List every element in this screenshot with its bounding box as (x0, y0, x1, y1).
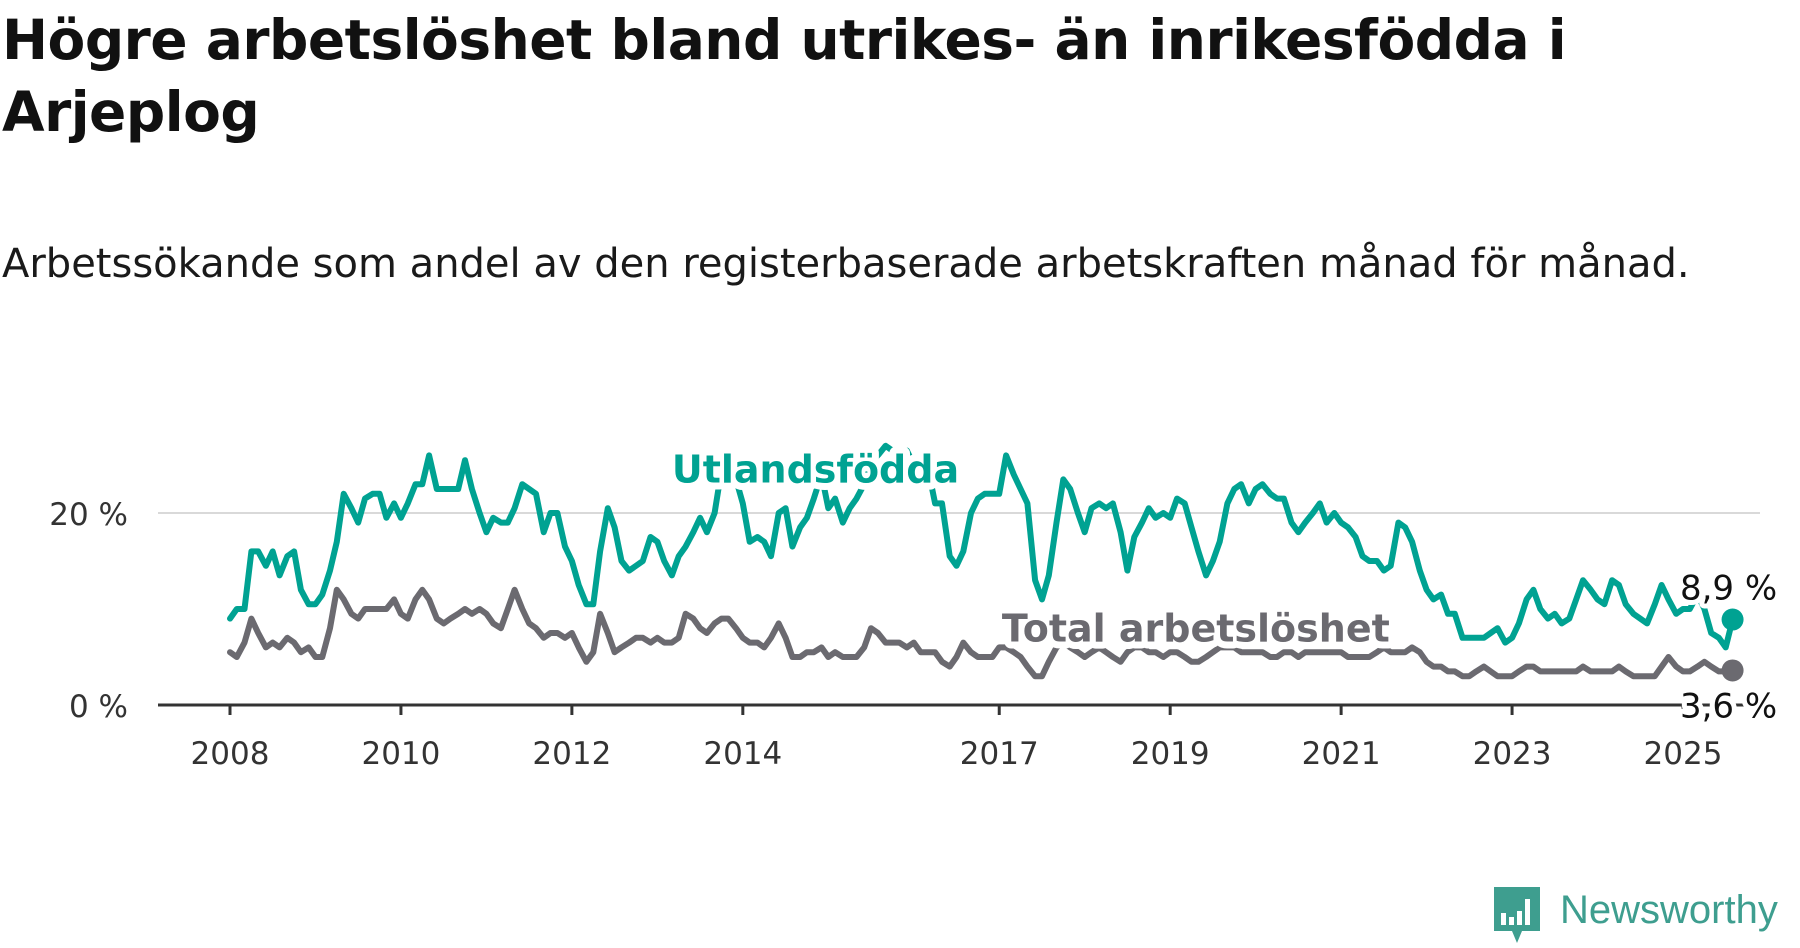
x-tick-label-2021: 2021 (1302, 736, 1381, 772)
y-axis-tick-labels: 0 % 20 % (49, 497, 128, 725)
x-tick-label-2010: 2010 (361, 736, 440, 772)
series-line-utlandsf-dda (227, 442, 1736, 651)
x-tick-label-2023: 2023 (1473, 736, 1552, 772)
y-tick-label-20: 20 % (49, 497, 128, 533)
end-point-total-arbetsl-shet (1721, 659, 1744, 682)
x-tick-label-2014: 2014 (703, 736, 782, 772)
series-labels: Utlandsfödda Total arbetslöshet (665, 440, 1397, 657)
chart-title: Högre arbetslöshet bland utrikes- än inr… (2, 8, 1567, 144)
chart-subtitle: Arbetssökande som andel av den registerb… (2, 241, 1690, 287)
end-label-total-arbetsl-shet: 3,6 % (1680, 686, 1777, 726)
x-tick-label-2019: 2019 (1131, 736, 1210, 772)
end-point-utlandsf-dda (1721, 608, 1744, 631)
end-label-utlandsf-dda: 8,9 % (1680, 569, 1777, 609)
x-tick-label-2012: 2012 (532, 736, 611, 772)
series-lines (227, 442, 1736, 680)
y-tick-label-0: 0 % (69, 689, 128, 725)
x-tick-label-2025: 2025 (1644, 736, 1723, 772)
series-label-total-arbetsl-shet: Total arbetslöshet (1002, 607, 1390, 651)
series-label-utlandsf-dda: Utlandsfödda (672, 447, 959, 491)
x-tick-label-2008: 2008 (191, 736, 270, 772)
brand-name: Newsworthy (1560, 888, 1778, 932)
newsworthy-chart-icon (1494, 887, 1540, 943)
x-tick-label-2017: 2017 (960, 736, 1039, 772)
series-line-total-arbetsl-shet (227, 586, 1736, 680)
end-markers: 8,9 % 3,6 % (1675, 564, 1782, 732)
x-axis-ticks: 2008 2010 2012 2014 2017 2019 2021 2023 2025 (191, 705, 1723, 772)
